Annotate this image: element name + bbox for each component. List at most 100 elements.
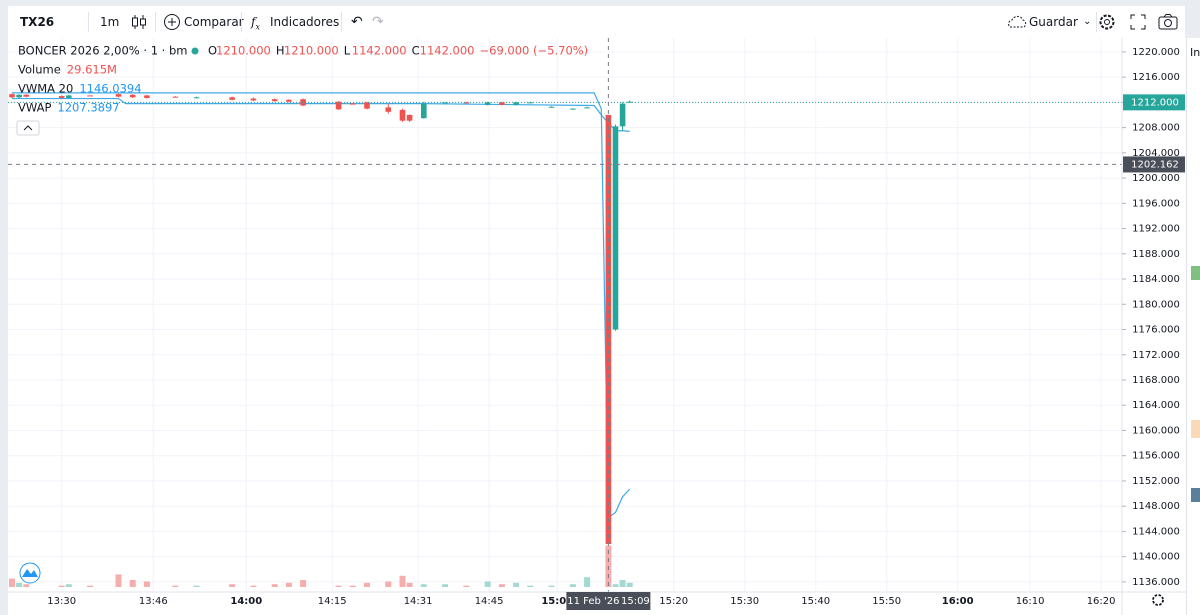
volume-bar (87, 585, 94, 587)
side-swatch (1191, 488, 1200, 502)
y-tick-label: 1148.000 (1132, 501, 1180, 512)
volume-bar (65, 584, 72, 587)
candle-body (144, 95, 150, 98)
volume-bar (527, 585, 534, 587)
volume-bar (271, 584, 278, 587)
candle-body (23, 94, 29, 97)
indicators-button[interactable]: Indicadores (270, 15, 340, 29)
x-tick-label: 16:10 (1016, 596, 1045, 607)
candle-body (420, 103, 427, 119)
snapshot-icon[interactable] (1158, 13, 1178, 31)
save-button[interactable]: Guardar (1029, 15, 1078, 29)
candle-body (65, 95, 72, 98)
candle-body (349, 103, 356, 105)
compare-icon[interactable] (163, 13, 181, 31)
volume-bar (193, 585, 200, 587)
indicator-value: 1146.0394 (79, 82, 141, 96)
undo[interactable]: ↶ (351, 14, 363, 30)
volume-bar (484, 581, 491, 587)
candle-body (570, 108, 576, 110)
side-swatch (1191, 266, 1200, 280)
volume-bar (619, 580, 626, 587)
y-tick-label: 1172.000 (1132, 350, 1180, 361)
volume-bar (385, 581, 392, 587)
y-tick-label: 1160.000 (1132, 425, 1180, 436)
candle-body (172, 96, 179, 98)
x-tick-label: 14:00 (230, 596, 262, 607)
volume-bar (285, 582, 292, 587)
candle-body (115, 94, 122, 97)
x-tick-label: 14:15 (318, 596, 347, 607)
crosshair-price-box (1123, 156, 1185, 173)
candle-body (463, 102, 470, 104)
separator (1096, 12, 1097, 32)
volume-bar (498, 584, 505, 587)
volume-bar (363, 582, 370, 587)
y-tick-label: 1140.000 (1132, 552, 1180, 563)
candle-body (364, 102, 370, 109)
candle-body (385, 107, 392, 112)
candle-body (58, 96, 65, 98)
y-tick-label: 1208.000 (1132, 123, 1180, 134)
ohlc-key: C (412, 44, 420, 58)
volume-bar (115, 574, 122, 587)
symbol[interactable]: TX26 (20, 15, 55, 29)
candle-body (9, 94, 15, 98)
collapse-arrow (23, 125, 33, 131)
candle-body (499, 102, 505, 105)
volume-bar (143, 581, 150, 587)
volume-bar (548, 585, 555, 587)
settings-icon[interactable] (1098, 13, 1116, 31)
chart: 1136.000 1140.000 1144.000 1148.000 1152.000… (8, 38, 1186, 615)
x-tick-label: 16:00 (942, 596, 974, 607)
candle-body (335, 101, 342, 110)
toolbar: TX26 1m Comparar fx Indicadores ↶ ↷ Guar… (8, 6, 1185, 39)
y-tick-label: 1152.000 (1132, 476, 1180, 487)
fx-icon[interactable]: fx (251, 15, 260, 32)
volume-bar (229, 584, 236, 587)
y-tick-label: 1180.000 (1132, 299, 1180, 310)
candle-body (250, 98, 257, 101)
compare-button[interactable]: Comparar (184, 15, 244, 29)
candle-body (193, 97, 200, 99)
ohlc-key: O (208, 44, 217, 58)
collapse-legend[interactable] (16, 120, 40, 136)
axis-settings[interactable] (1152, 594, 1164, 606)
volume-legend-value: 29.615M (67, 63, 117, 77)
side-panel-label: In (1190, 46, 1200, 59)
logo-mark (22, 569, 38, 577)
candle-body (271, 99, 278, 102)
redo[interactable]: ↷ (372, 14, 384, 30)
volume-bar (349, 585, 356, 587)
volume-bar (250, 585, 257, 587)
x-tick-label: 14:31 (404, 596, 433, 607)
x-tick-label: 15:20 (659, 596, 688, 607)
volume-bar (23, 584, 30, 587)
interval[interactable]: 1m (100, 15, 120, 29)
last-price-label: 1212.000 (1131, 97, 1179, 108)
ohlc-value: 1142.000 (352, 44, 407, 58)
volume-bar (16, 582, 23, 587)
x-tick-label: 15:00 (541, 596, 573, 607)
y-tick-label: 1220.000 (1132, 47, 1180, 58)
y-tick-label: 1144.000 (1132, 526, 1180, 537)
y-tick-label: 1188.000 (1132, 249, 1180, 260)
x-tick-label: 13:30 (47, 596, 76, 607)
y-tick-label: 1196.000 (1132, 198, 1180, 209)
x-tick-label: 15:40 (801, 596, 830, 607)
candle-icon[interactable] (130, 14, 148, 30)
volume-legend-name: Volume (18, 63, 61, 77)
y-tick-label: 1192.000 (1132, 224, 1180, 235)
y-tick-label: 1136.000 (1132, 577, 1180, 588)
volume-bar (584, 577, 591, 587)
save-menu[interactable]: ⌄ (1083, 16, 1092, 27)
volume-bar (569, 584, 576, 587)
fullscreen-icon[interactable] (1130, 14, 1146, 30)
ohlc-key: L (344, 44, 351, 58)
y-tick-label: 1184.000 (1132, 274, 1180, 285)
cloud-icon[interactable] (1005, 15, 1029, 29)
chart-background (8, 38, 1186, 615)
volume-bar (420, 584, 427, 587)
y-tick-label: 1156.000 (1132, 451, 1180, 462)
